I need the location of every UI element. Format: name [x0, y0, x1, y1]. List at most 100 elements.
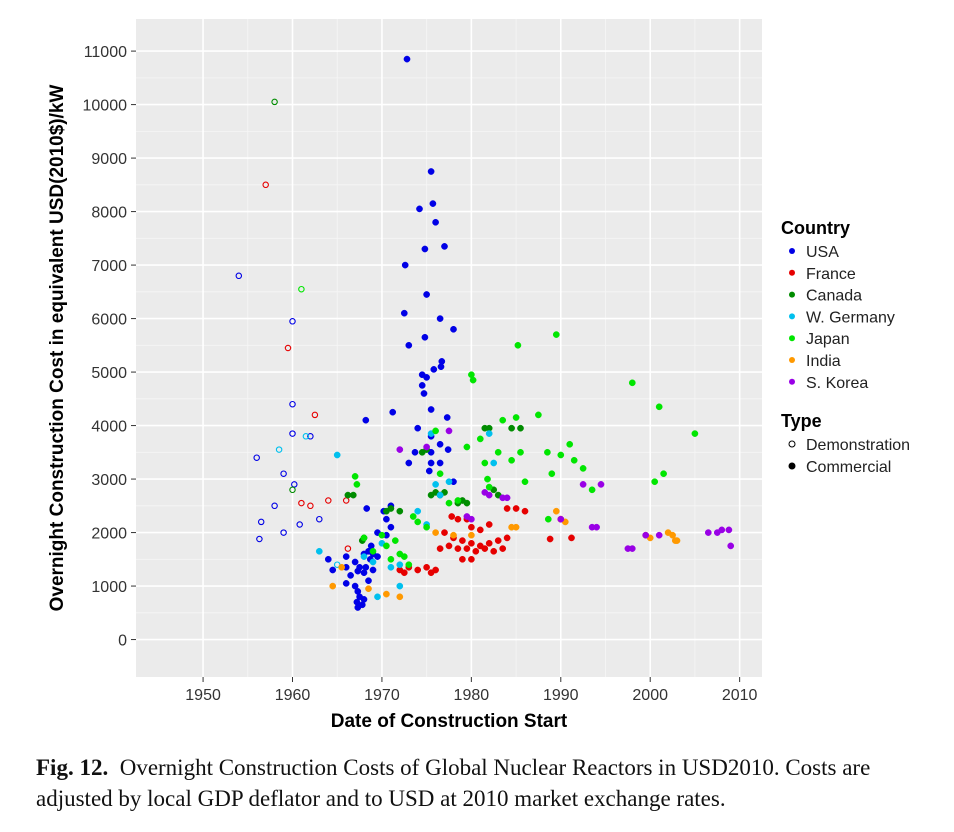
data-point: [494, 448, 502, 456]
legend-entry-label: India: [806, 353, 841, 370]
data-point: [275, 446, 283, 453]
y-tick-label: 9000: [91, 151, 127, 168]
data-point: [405, 341, 413, 349]
y-tick-label: 1000: [91, 579, 127, 596]
y-tick-label: 11000: [84, 44, 127, 61]
data-points: [235, 55, 735, 611]
data-point: [450, 325, 457, 333]
data-point: [427, 569, 435, 577]
data-point: [704, 529, 712, 536]
data-point: [396, 446, 404, 453]
data-point: [342, 553, 350, 560]
data-point: [409, 513, 417, 520]
data-point: [403, 55, 411, 63]
data-point: [481, 459, 489, 467]
data-point: [727, 542, 735, 550]
data-point: [508, 456, 515, 464]
data-point: [535, 411, 542, 419]
data-point: [349, 491, 357, 499]
data-point: [468, 515, 475, 523]
data-point: [427, 406, 435, 413]
data-point: [484, 475, 491, 483]
data-point: [289, 318, 296, 325]
data-point: [437, 363, 445, 371]
legend-entry-label: S. Korea: [806, 375, 868, 392]
legend-swatch: [789, 378, 795, 385]
data-point: [655, 403, 663, 411]
data-point: [570, 456, 578, 464]
data-point: [325, 497, 332, 504]
data-point: [315, 547, 323, 555]
data-point: [499, 545, 507, 552]
legend-swatch: [789, 335, 795, 342]
data-point: [445, 478, 453, 486]
axes: 1950 1960 1970 1980 1990 2000 2010 0 1000 2000 300…: [83, 44, 758, 704]
data-point: [503, 505, 511, 512]
data-point: [423, 374, 430, 381]
data-point: [436, 315, 444, 322]
data-point: [557, 451, 565, 459]
data-point: [416, 205, 423, 213]
data-point: [432, 218, 439, 226]
data-point: [289, 486, 296, 494]
plot-background: [136, 19, 762, 677]
data-point: [324, 555, 332, 563]
data-point: [436, 440, 444, 448]
data-point: [420, 390, 428, 397]
data-point: [485, 521, 493, 528]
data-point: [544, 448, 551, 456]
data-point: [514, 341, 522, 349]
data-point: [365, 585, 372, 593]
data-point: [271, 98, 278, 106]
legend-type-label: Demonstration: [806, 437, 910, 454]
data-point: [423, 443, 430, 451]
data-point: [256, 535, 263, 543]
data-point: [485, 539, 493, 547]
y-tick-label: 2000: [91, 526, 127, 543]
data-point: [363, 505, 371, 512]
legend-swatch: [789, 248, 795, 254]
y-tick-label: 4000: [91, 419, 127, 436]
data-point: [718, 526, 726, 534]
caption-text: Overnight Construction Costs of Global N…: [36, 755, 871, 811]
data-point: [441, 243, 448, 250]
data-point: [383, 515, 390, 523]
data-point: [429, 200, 437, 207]
data-point: [655, 531, 663, 539]
data-point: [579, 481, 587, 488]
data-point: [454, 545, 462, 552]
data-point: [405, 459, 413, 467]
data-point: [450, 531, 457, 539]
data-point: [463, 545, 471, 552]
legend-country-title: Country: [781, 218, 850, 238]
y-tick-label: 7000: [91, 258, 127, 275]
data-point: [651, 478, 659, 486]
data-point: [669, 531, 676, 539]
data-point: [296, 521, 303, 528]
legend-type-label: Commercial: [806, 459, 891, 476]
data-point: [485, 491, 493, 499]
data-point: [436, 470, 444, 478]
x-tick-label: 1970: [364, 687, 400, 704]
data-point: [436, 545, 444, 552]
data-point: [691, 430, 699, 437]
data-point: [351, 558, 359, 566]
data-point: [490, 547, 498, 555]
data-point: [503, 534, 511, 542]
data-point: [468, 523, 475, 531]
data-point: [400, 309, 408, 317]
data-point: [414, 518, 422, 526]
data-point: [280, 529, 287, 536]
data-point: [423, 563, 430, 571]
legend-entry-label: W. Germany: [806, 309, 895, 326]
x-tick-label: 1950: [185, 687, 221, 704]
data-point: [552, 331, 560, 338]
data-point: [552, 507, 560, 515]
data-point: [490, 459, 498, 467]
data-point: [593, 523, 600, 531]
data-point: [347, 572, 354, 579]
data-point: [351, 582, 359, 590]
data-point: [307, 502, 314, 510]
data-point: [360, 569, 368, 577]
legend-swatch: [789, 313, 795, 320]
